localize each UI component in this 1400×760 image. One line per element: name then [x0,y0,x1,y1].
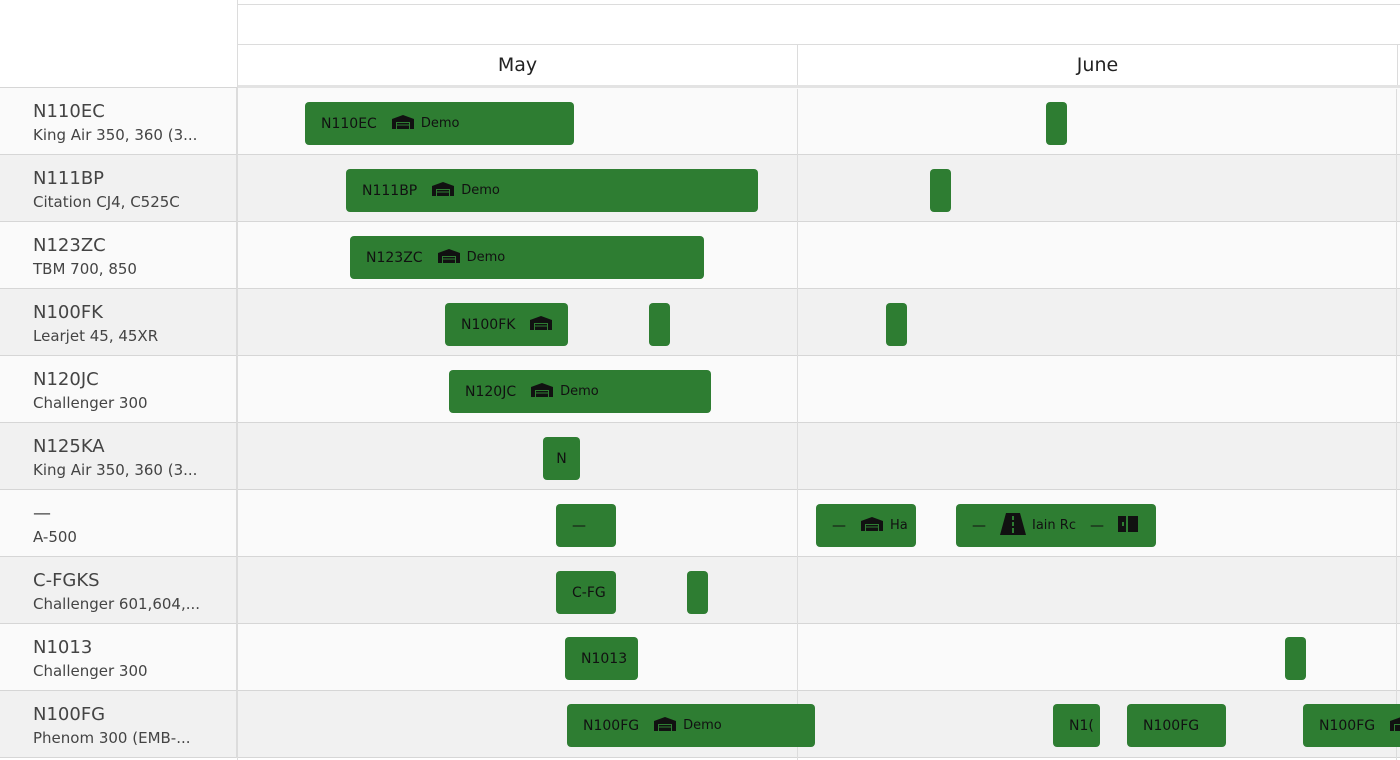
aircraft-model: King Air 350, 360 (3... [33,126,198,144]
booking-event[interactable]: N123ZC Demo [350,236,704,279]
timeline-row [238,423,1400,490]
aircraft-row-label[interactable]: N111BP Citation CJ4, C525C [0,155,237,222]
timeline-row [238,289,1400,356]
aircraft-model: Challenger 601,604,... [33,595,201,613]
event-tag: Ha [890,518,908,533]
booking-event[interactable]: — [556,504,616,547]
event-registration: — [832,517,846,534]
aircraft-row-label[interactable]: N120JC Challenger 300 [0,356,237,423]
aircraft-row-label[interactable]: N1013 Challenger 300 [0,624,237,691]
event-tag: Demo [461,183,500,198]
event-tag: Demo [560,384,599,399]
aircraft-row-label[interactable]: N123ZC TBM 700, 850 [0,222,237,289]
event-registration: — [1089,517,1104,534]
row-labels-panel: N110EC King Air 350, 360 (3... N111BP Ci… [0,0,237,760]
timeline-row [238,557,1400,624]
aircraft-row-label[interactable]: N125KA King Air 350, 360 (3... [0,423,237,490]
event-registration: N100FK [461,316,516,333]
door-icon [1117,515,1140,536]
booking-event-small[interactable] [1285,637,1306,680]
event-registration: C-FG [572,584,606,601]
event-registration: N120JC [465,383,517,400]
hangar-icon [529,315,553,335]
aircraft-model: Phenom 300 (EMB-... [33,729,191,747]
aircraft-registration: N100FG [33,704,106,725]
aircraft-registration: N123ZC [33,235,106,256]
event-registration: N1( [1069,717,1094,734]
aircraft-row-label[interactable]: N100FK Learjet 45, 45XR [0,289,237,356]
event-registration: N100FG [583,717,640,734]
aircraft-row-label[interactable]: N110EC King Air 350, 360 (3... [0,88,237,155]
event-registration: N1013 [581,650,628,667]
aircraft-registration: C-FGKS [33,570,100,591]
hangar-icon [653,716,677,736]
aircraft-registration: N1013 [33,637,93,658]
aircraft-model: Citation CJ4, C525C [33,193,180,211]
booking-event[interactable]: N100FG Demo [567,704,815,747]
event-tag: Demo [466,250,506,265]
timeline-header-top [238,4,1400,45]
event-registration: N [556,450,567,467]
aircraft-registration: N110EC [33,101,105,122]
hangar-icon [530,382,554,402]
hangar-icon [431,181,455,201]
booking-event[interactable]: — Iain Rc — [956,504,1156,547]
booking-event[interactable]: N100FG [1127,704,1226,747]
aircraft-model: King Air 350, 360 (3... [33,461,198,479]
booking-event[interactable]: N [543,437,580,480]
hangar-icon [860,516,884,536]
header-corner [0,0,237,88]
booking-event[interactable]: N100FG [1303,704,1400,747]
month-header-june: June [798,45,1398,85]
hangar-icon [1389,716,1400,736]
hangar-icon [391,114,415,134]
header-divider [238,85,1400,89]
aircraft-model: TBM 700, 850 [33,260,137,278]
booking-event[interactable]: N110EC Demo [305,102,574,145]
booking-event[interactable]: N100FK [445,303,568,346]
event-registration: N100FG [1319,717,1376,734]
booking-event[interactable]: N1( [1053,704,1100,747]
event-registration: N111BP [362,182,418,199]
month-divider [1396,89,1397,760]
booking-event[interactable]: N1013 [565,637,638,680]
aircraft-registration: — [33,503,51,524]
timeline-row [238,624,1400,691]
month-header: May June [238,45,1400,85]
aircraft-row-label[interactable]: — A-500 [0,490,237,557]
aircraft-registration: N100FK [33,302,103,323]
month-header-may: May [238,45,798,85]
booking-event[interactable]: C-FG [556,571,616,614]
booking-event-small[interactable] [687,571,708,614]
aircraft-model: Challenger 300 [33,662,148,680]
booking-event[interactable]: N111BP Demo [346,169,758,212]
event-registration: N100FG [1143,717,1200,734]
runway-icon [1000,512,1026,539]
aircraft-model: Challenger 300 [33,394,148,412]
booking-event-small[interactable] [886,303,907,346]
event-registration: N110EC [321,115,377,132]
event-tag: Demo [683,718,722,733]
booking-event-small[interactable] [930,169,951,212]
aircraft-registration: N120JC [33,369,99,390]
aircraft-model: A-500 [33,528,77,546]
booking-event-small[interactable] [649,303,670,346]
month-divider [797,89,798,760]
timeline-row [238,356,1400,423]
booking-event-small[interactable] [1046,102,1067,145]
aircraft-row-label[interactable]: N100FG Phenom 300 (EMB-... [0,691,237,758]
event-registration: — [972,517,986,534]
hangar-icon [437,248,461,268]
booking-event[interactable]: N120JC Demo [449,370,711,413]
aircraft-registration: N111BP [33,168,105,189]
event-tag: Demo [420,116,460,131]
aircraft-model: Learjet 45, 45XR [33,327,159,345]
timeline-area: May June N110EC Demo N111BP Demo N123ZC … [237,0,1400,760]
aircraft-row-label[interactable]: C-FGKS Challenger 601,604,... [0,557,237,624]
event-registration: — [572,517,586,534]
booking-event[interactable]: — Ha [816,504,916,547]
event-tag: Iain Rc [1032,518,1076,533]
aircraft-registration: N125KA [33,436,105,457]
event-registration: N123ZC [366,249,423,266]
